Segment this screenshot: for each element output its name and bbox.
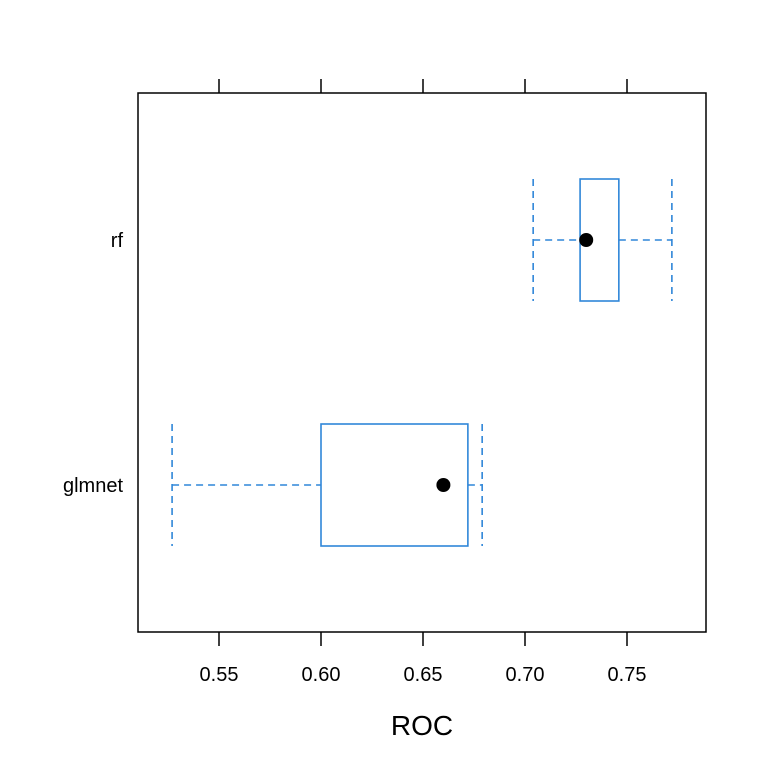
top-ticks — [218, 79, 628, 93]
x-tick-labels: 0.55 0.60 0.65 0.70 0.75 — [200, 664, 647, 686]
x-axis-title: ROC — [391, 710, 453, 741]
bottom-ticks — [218, 632, 628, 646]
median-dot — [579, 233, 594, 247]
x-tick-label: 0.55 — [200, 664, 239, 686]
category-label-rf: rf — [111, 230, 124, 252]
x-tick-label: 0.75 — [608, 664, 647, 686]
plot-frame — [137, 92, 707, 633]
category-labels: glmnet rf — [63, 230, 123, 497]
boxes — [171, 178, 673, 547]
x-tick-label: 0.65 — [404, 664, 443, 686]
box-rf — [532, 178, 673, 302]
box-glmnet — [171, 423, 483, 547]
x-tick-label: 0.70 — [506, 664, 545, 686]
category-label-glmnet: glmnet — [63, 475, 123, 497]
median-dot — [436, 478, 451, 492]
iqr-box — [320, 423, 469, 547]
x-tick-label: 0.60 — [302, 664, 341, 686]
